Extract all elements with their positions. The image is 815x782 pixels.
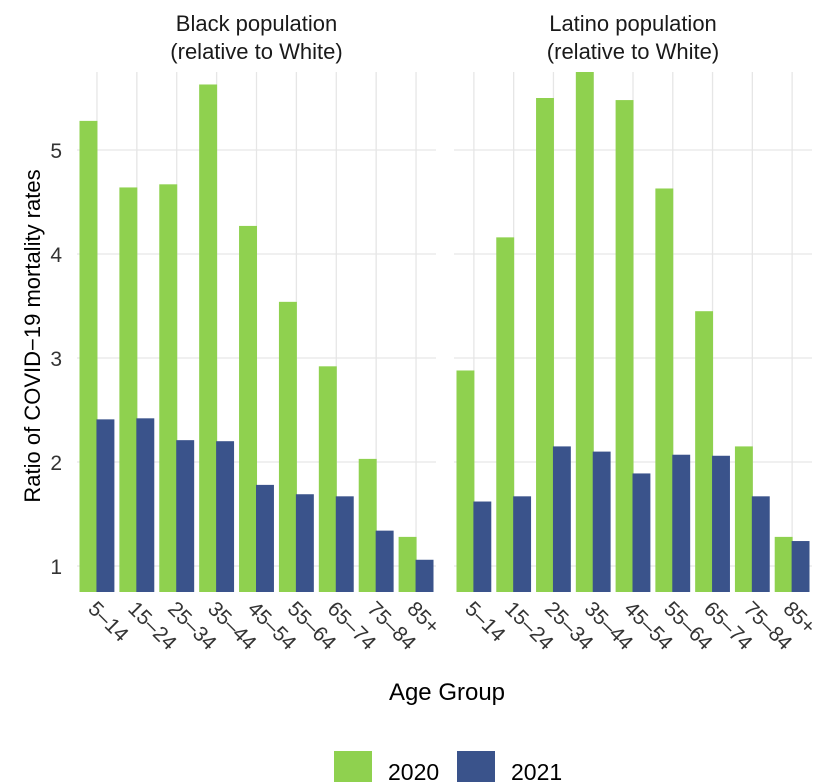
bar-2021-35–44	[592, 451, 611, 592]
y-tick-label: 3	[50, 348, 62, 371]
bar-2020-15–24	[496, 237, 515, 593]
bar-2021-25–34	[552, 446, 571, 592]
facet-title-line2: (relative to White)	[547, 39, 719, 64]
facet-title-line2: (relative to White)	[170, 39, 342, 64]
bar-2020-35–44	[199, 84, 218, 592]
bar-2020-55–64	[655, 188, 674, 593]
bar-2021-25–34	[176, 440, 195, 592]
bar-2021-55–64	[672, 454, 691, 592]
bar-2020-45–54	[615, 100, 634, 592]
y-axis-label: Ratio of COVID−19 mortality rates	[20, 169, 45, 502]
legend-key-2020	[334, 751, 372, 782]
y-tick-label: 5	[50, 140, 62, 163]
bar-2020-75–84	[734, 446, 753, 592]
facet-panel-1: 5–1415–2425–3435–4445–5455–6465–7475–848…	[77, 11, 444, 655]
bar-2021-45–54	[632, 473, 651, 592]
bar-2021-45–54	[256, 484, 274, 592]
bar-2020-15–24	[119, 187, 138, 592]
bar-2020-25–34	[159, 184, 178, 592]
x-axis-label: Age Group	[389, 679, 505, 706]
bar-2020-85+	[774, 536, 793, 592]
y-tick-label: 2	[50, 452, 62, 475]
x-tick-label: 5–14	[460, 597, 510, 647]
y-axis: 1 2 3 4 5	[50, 140, 62, 579]
facet-panels: 5–1415–2425–3435–4445–5455–6465–7475–848…	[77, 11, 815, 655]
bar-2021-75–84	[751, 496, 770, 592]
legend-key-2021	[457, 751, 495, 782]
bar-2021-15–24	[513, 496, 532, 592]
legend-label-2020: 2020	[388, 759, 439, 782]
bar-2020-85+	[398, 536, 417, 592]
bar-2021-55–64	[295, 494, 314, 592]
bar-2020-65–74	[695, 311, 714, 592]
bar-2020-35–44	[575, 72, 594, 592]
facet-panel-2: 5–1415–2425–3435–4445–5455–6465–7475–848…	[454, 11, 815, 655]
bar-2021-85+	[791, 541, 810, 592]
bar-2020-25–34	[536, 98, 554, 592]
y-tick-label: 4	[50, 244, 62, 267]
legend-label-2021: 2021	[511, 759, 562, 782]
bar-2021-75–84	[375, 530, 394, 592]
bar-2020-65–74	[318, 366, 337, 592]
facet-title-line1: Latino population	[549, 11, 717, 36]
bar-2021-85+	[415, 559, 434, 592]
bar-2021-5–14	[96, 419, 115, 592]
bar-2020-55–64	[278, 301, 297, 592]
facet-title-line1: Black population	[176, 11, 337, 36]
bar-2021-5–14	[473, 501, 492, 592]
y-tick-label: 1	[50, 556, 62, 579]
x-tick-label: 5–14	[83, 597, 133, 647]
bar-2020-75–84	[358, 458, 377, 592]
legend: 2020 2021	[334, 751, 562, 782]
bar-2020-5–14	[79, 120, 98, 592]
bar-2021-15–24	[136, 418, 155, 592]
bar-2020-45–54	[239, 225, 257, 593]
bar-2021-65–74	[335, 496, 354, 592]
bar-2020-5–14	[456, 370, 475, 592]
bar-2021-35–44	[216, 441, 235, 592]
bar-2021-65–74	[712, 455, 730, 592]
